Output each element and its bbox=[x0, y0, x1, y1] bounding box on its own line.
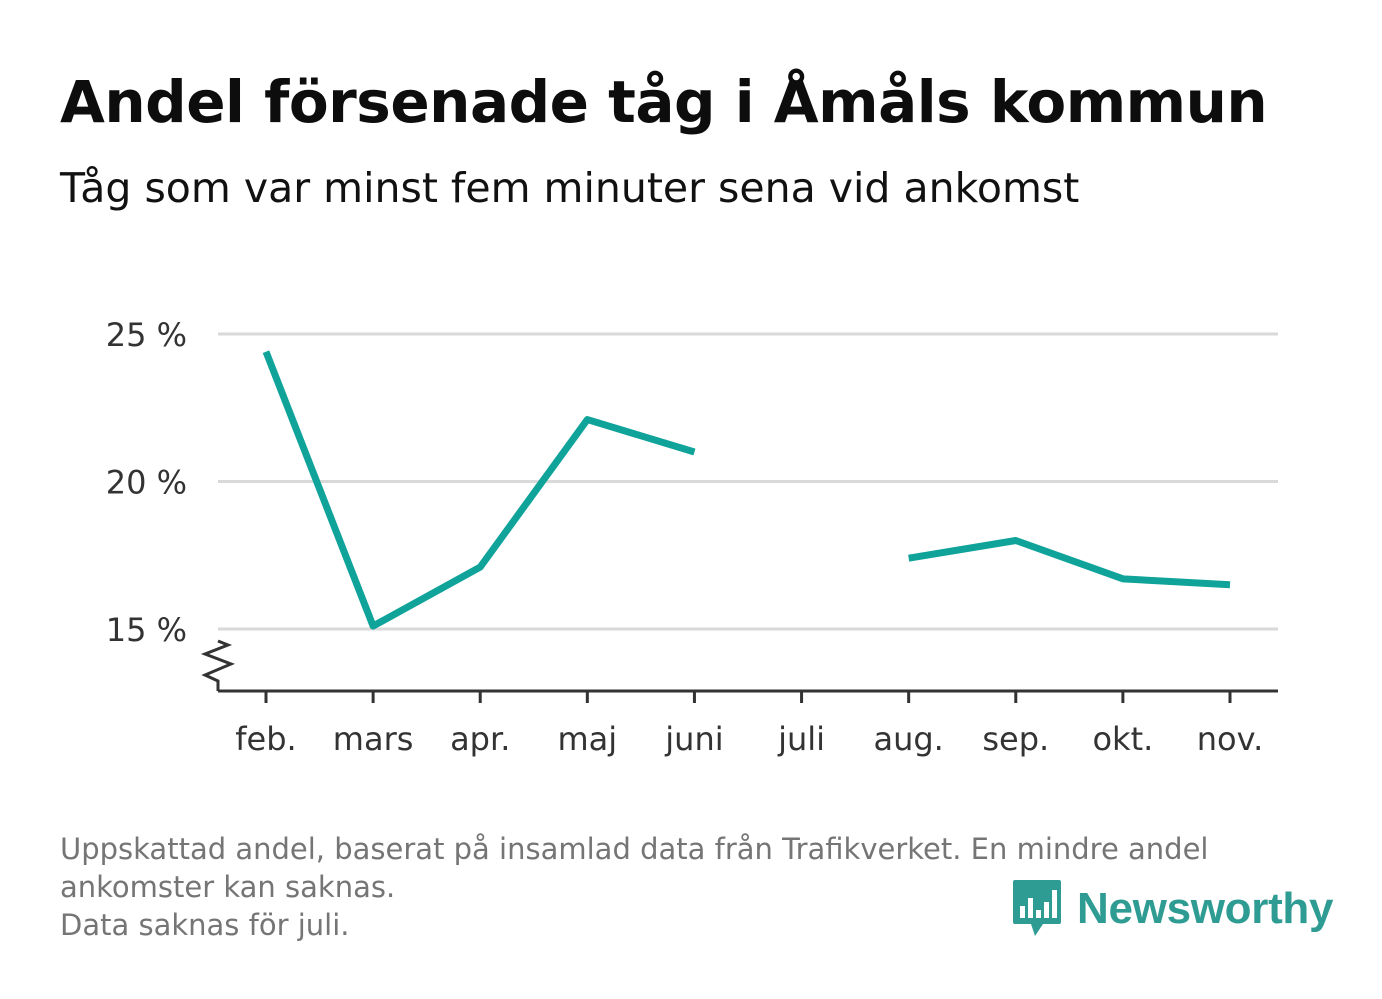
x-axis bbox=[200, 639, 1278, 693]
footnote-line-3: Data saknas för juli. bbox=[60, 908, 350, 942]
footnote-line-1: Uppskattad andel, baserat på insamlad da… bbox=[60, 832, 1209, 866]
series-lines bbox=[262, 350, 1231, 630]
x-tick-label: nov. bbox=[1197, 720, 1263, 758]
series-line-segment bbox=[908, 537, 1231, 589]
y-axis-ticks: 15 % 20 % 25 % bbox=[106, 316, 187, 649]
footnote: Uppskattad andel, baserat på insamlad da… bbox=[60, 830, 1320, 944]
x-axis-ticks: feb. mars apr. maj juni juli aug. sep. okt. nov. bbox=[235, 691, 1263, 758]
chart-title: Andel försenade tåg i Åmåls kommun bbox=[60, 68, 1268, 136]
x-tick-label: apr. bbox=[450, 720, 510, 758]
x-tick-label: juli bbox=[777, 720, 825, 758]
x-tick-label: aug. bbox=[873, 720, 943, 758]
line-chart: 15 % 20 % 25 % feb. mars apr. maj juni juli aug.… bbox=[106, 316, 1278, 758]
y-tick-label: 25 % bbox=[106, 316, 187, 354]
y-tick-label: 15 % bbox=[106, 611, 187, 649]
gridlines bbox=[218, 332, 1278, 631]
x-tick-label: mars bbox=[333, 720, 414, 758]
footnote-line-2: ankomster kan saknas. bbox=[60, 870, 396, 904]
chart-subtitle: Tåg som var minst fem minuter sena vid a… bbox=[60, 164, 1080, 212]
x-tick-label: okt. bbox=[1092, 720, 1153, 758]
x-tick-label: juni bbox=[664, 720, 723, 758]
bar-chart-speech-bubble-icon bbox=[1013, 880, 1061, 936]
y-tick-label: 20 % bbox=[106, 464, 187, 502]
brand-name: Newsworthy bbox=[1077, 884, 1334, 933]
series-line-segment bbox=[262, 350, 696, 630]
y-axis-break-mark bbox=[200, 639, 236, 691]
x-tick-label: maj bbox=[557, 720, 617, 758]
x-tick-label: feb. bbox=[235, 720, 296, 758]
x-tick-label: sep. bbox=[982, 720, 1049, 758]
newsworthy-logo: Newsworthy bbox=[1011, 878, 1333, 940]
